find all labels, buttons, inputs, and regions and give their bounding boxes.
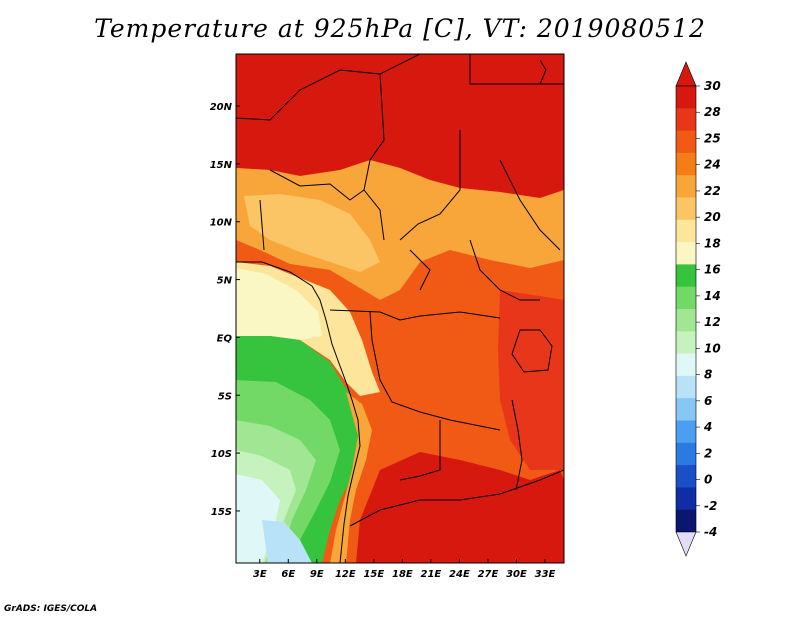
y-tick-label: 15S xyxy=(211,507,232,518)
colorbar-segment xyxy=(676,242,696,265)
colorbar-label: 0 xyxy=(704,473,712,487)
colorbar-label: 6 xyxy=(704,394,712,408)
map-frame xyxy=(235,53,565,564)
y-tick-label: EQ xyxy=(217,333,233,344)
y-tick-label: 20N xyxy=(210,102,233,113)
colorbar-segment xyxy=(676,219,696,243)
x-tick-label: 3E xyxy=(253,569,267,580)
y-tick-label: 5N xyxy=(217,276,233,287)
x-tick-label: 15E xyxy=(363,569,384,580)
region-sahara xyxy=(236,54,564,198)
colorbar-segment xyxy=(676,465,696,488)
colorbar-segment xyxy=(676,442,696,466)
temperature-field xyxy=(236,54,564,563)
colorbar-label: 25 xyxy=(704,131,721,145)
colorbar-segment xyxy=(676,152,696,176)
y-axis: 20N 15N 10N 5N EQ 5S 10S 15S xyxy=(210,102,240,518)
colorbar-label: 10 xyxy=(704,341,721,355)
colorbar-top-arrow xyxy=(675,61,697,87)
colorbar-label: 20 xyxy=(704,210,721,224)
country-borders xyxy=(236,54,564,563)
colorbar-segment xyxy=(676,86,696,109)
x-tick-label: 6E xyxy=(281,569,295,580)
x-tick-label: 9E xyxy=(310,569,324,580)
colorbar-label: 16 xyxy=(704,263,721,277)
colorbar-segment xyxy=(676,130,696,154)
x-tick-label: 33E xyxy=(535,569,556,580)
x-tick-label: 12E xyxy=(335,569,356,580)
colorbar-label: -2 xyxy=(704,499,717,513)
colorbar-segment xyxy=(676,286,696,310)
colorbar-bottom-arrow xyxy=(675,531,697,557)
colorbar-label: 12 xyxy=(704,315,721,329)
colorbar-segment xyxy=(676,175,696,198)
region-coastal-pale xyxy=(236,268,322,340)
region-savanna-inner xyxy=(244,194,380,272)
x-tick-label: 18E xyxy=(392,569,413,580)
colorbar-label: 28 xyxy=(704,105,721,119)
region-benguela-cold xyxy=(262,520,312,563)
colorbar-segment xyxy=(676,487,696,511)
colorbar-label: 4 xyxy=(703,420,712,434)
y-tick-label: 10S xyxy=(211,449,232,460)
x-tick-label: 27E xyxy=(478,569,499,580)
colorbar-label: 24 xyxy=(704,158,721,172)
colorbar-label: 18 xyxy=(704,236,721,250)
y-tick-label: 5S xyxy=(218,391,232,402)
colorbar-label: -4 xyxy=(704,525,717,539)
y-tick-label: 10N xyxy=(210,218,233,229)
colorbar-segment xyxy=(676,398,696,421)
colorbar-segment xyxy=(676,108,696,132)
colorbar-label: 22 xyxy=(704,184,721,198)
x-tick-label: 30E xyxy=(506,569,527,580)
y-tick-label: 15N xyxy=(210,160,233,171)
x-tick-label: 21E xyxy=(421,569,442,580)
colorbar-segment xyxy=(676,375,696,399)
colorbar-segment xyxy=(676,331,696,355)
chart-title: Temperature at 925hPa [C], VT: 201908051… xyxy=(94,14,706,43)
colorbar-label: 8 xyxy=(704,368,712,382)
region-east-africa xyxy=(498,290,564,470)
colorbar-segment xyxy=(676,264,696,288)
colorbar-label: 30 xyxy=(704,79,721,93)
colorbar-segment xyxy=(676,420,696,444)
colorbar-label: 2 xyxy=(704,446,712,460)
region-coastal-fringe xyxy=(330,392,372,563)
colorbar-segment xyxy=(676,197,696,221)
x-tick-label: 24E xyxy=(449,569,470,580)
colorbar-segment xyxy=(676,509,696,533)
credit-text: GrADS: IGES/COLA xyxy=(4,604,98,614)
region-savanna xyxy=(236,160,564,300)
x-axis: 3E 6E 9E 12E 15E 18E 21E 24E 27E 30E 33E xyxy=(253,559,556,580)
colorbar-segment xyxy=(676,309,696,332)
colorbar-label: 14 xyxy=(704,289,721,303)
region-southern-africa xyxy=(356,452,564,563)
colorbar-segment xyxy=(676,353,696,377)
